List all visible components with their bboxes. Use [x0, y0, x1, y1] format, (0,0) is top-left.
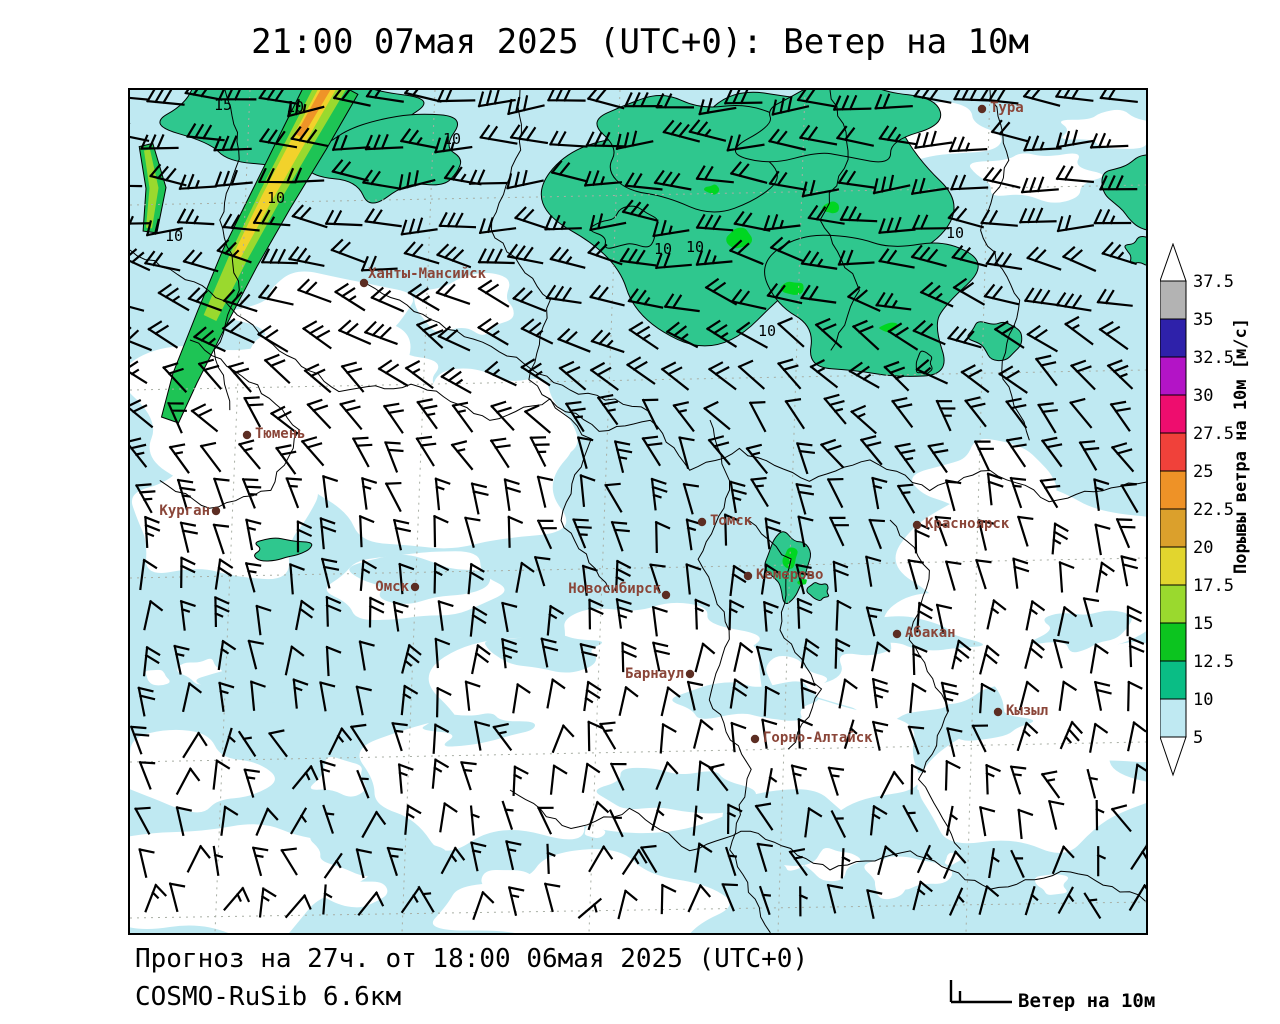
- city-label: Кызыл: [1006, 703, 1048, 719]
- city-label: Ханты-Мансийск: [368, 266, 487, 282]
- contour-labels: 15 10 10 10 10 10 10 10 10: [165, 96, 964, 340]
- graticule-grid: [130, 90, 1146, 933]
- colorbar-tick-label: 15: [1193, 614, 1213, 634]
- city-markers: Тура Ханты-Мансийск Тюмень Курган Омск Томск К…: [159, 100, 1048, 746]
- colorbar-tick-label: 12.5: [1193, 652, 1234, 672]
- city-marker-dot: [410, 582, 420, 592]
- city-marker-dot: [743, 571, 753, 581]
- city-marker-dot: [359, 278, 369, 288]
- contour-value-label: 15: [214, 96, 232, 114]
- colorbar-axis-label: Порывы ветра на 10м [м/с]: [1231, 318, 1251, 574]
- contour-value-label: 10: [286, 98, 304, 116]
- colorbar-tick-label: 25: [1193, 462, 1213, 482]
- contour-value-label: 10: [946, 224, 964, 242]
- city-label: Кемерово: [756, 567, 823, 583]
- colorbar-tick-label: 37.5: [1193, 272, 1234, 292]
- wind-barb-legend: Ветер на 10м: [946, 972, 1276, 1018]
- page-title: 21:00 07мая 2025 (UTC+0): Ветер на 10м: [251, 22, 1029, 62]
- contour-value-label: 10: [165, 227, 183, 245]
- colorbar-tick-label: 10: [1193, 690, 1213, 710]
- colorbar-tick-label: 27.5: [1193, 424, 1234, 444]
- city-label: Красноярск: [925, 516, 1010, 532]
- wind-gust-colorbar: 37.5 35 32.5 30 27.5 25 22.5 20 17.5 15 12.5 10 5: [1159, 242, 1280, 783]
- weather-map-canvas: 15 10 10 10 10 10 10 10 10 Тура Ханты-Мансийск Тюме…: [128, 88, 1148, 935]
- ural-ridge-gust-band: [138, 90, 359, 424]
- forecast-info-text: Прогноз на 27ч. от 18:00 06мая 2025 (UTC…: [135, 944, 809, 974]
- map-layers: 15 10 10 10 10 10 10 10 10 Тура Ханты-Мансийск Тюме…: [130, 90, 1146, 933]
- city-marker-dot: [242, 430, 252, 440]
- contour-value-label: 10: [443, 130, 461, 148]
- city-marker-dot: [685, 669, 695, 679]
- contour-value-label: 10: [267, 189, 285, 207]
- colorbar-tick-label: 5: [1193, 728, 1203, 748]
- colorbar-tick-label: 20: [1193, 538, 1213, 558]
- city-label: Курган: [159, 503, 210, 519]
- city-label: Горно-Алтайск: [763, 730, 873, 746]
- city-label: Томск: [710, 513, 753, 529]
- city-marker-dot: [892, 629, 902, 639]
- wind-barbs-layer: [130, 90, 1146, 921]
- contour-value-label: 10: [686, 238, 704, 256]
- city-label: Тура: [990, 100, 1024, 116]
- colorbar-tick-label: 35: [1193, 310, 1213, 330]
- colorbar-tick-label: 22.5: [1193, 500, 1234, 520]
- city-marker-dot: [977, 104, 987, 114]
- city-marker-dot: [912, 520, 922, 530]
- contour-value-label: 10: [758, 322, 776, 340]
- city-marker-dot: [993, 707, 1003, 717]
- city-label: Новосибирск: [568, 581, 661, 597]
- city-marker-dot: [211, 506, 221, 516]
- city-label: Омск: [375, 579, 409, 595]
- city-label: Барнаул: [625, 666, 684, 682]
- city-label: Абакан: [905, 625, 956, 641]
- contour-value-label: 10: [654, 240, 672, 258]
- wind-barb-legend-label: Ветер на 10м: [1018, 990, 1156, 1012]
- colorbar-tick-label: 32.5: [1193, 348, 1234, 368]
- colorbar-tick-label: 30: [1193, 386, 1213, 406]
- city-marker-dot: [661, 590, 671, 600]
- region-borders: [130, 90, 1146, 933]
- city-label: Тюмень: [255, 426, 306, 442]
- model-name-text: COSMO-RuSib 6.6км: [135, 982, 402, 1012]
- city-marker-dot: [697, 517, 707, 527]
- city-marker-dot: [750, 734, 760, 744]
- no-gust-areas: [130, 102, 1146, 933]
- colorbar-tick-label: 17.5: [1193, 576, 1234, 596]
- wind-barb-sample-icon: [949, 980, 1012, 1004]
